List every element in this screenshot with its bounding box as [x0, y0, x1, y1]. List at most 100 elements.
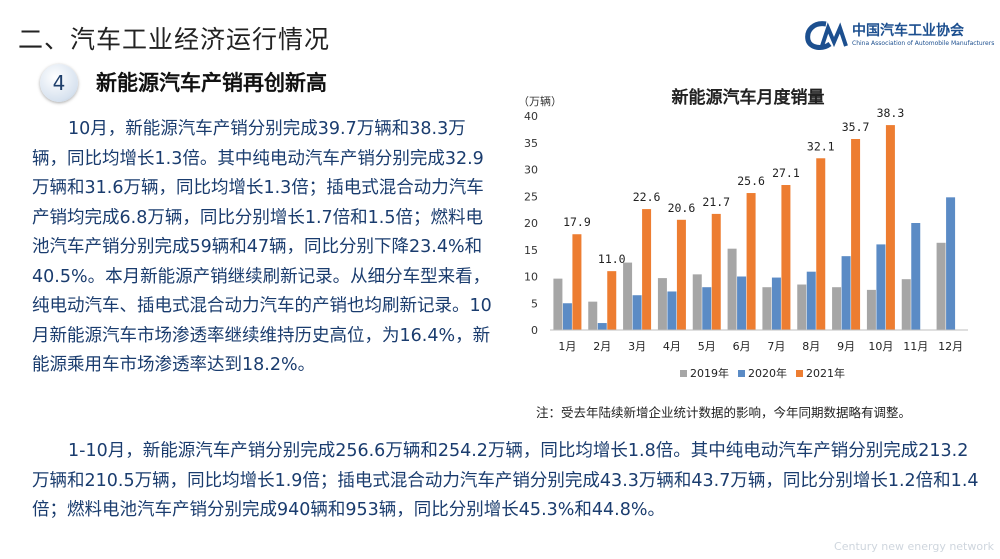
bar-2020年 — [771, 277, 781, 330]
x-axis-ticks: 1月 2月 3月 4月 5月 6月 7月 8月 9月 10月 11月 12月 — [558, 340, 963, 353]
y-tick-label: 10 — [524, 271, 538, 284]
legend-label: 2021年 — [806, 366, 845, 380]
bar-group — [623, 209, 652, 330]
x-tick-label: 12月 — [938, 340, 963, 353]
bar-group — [762, 185, 791, 330]
x-tick-label: 1月 — [558, 340, 576, 353]
paragraph-year-to-date: 1-10月，新能源汽车产销分别完成256.6万辆和254.2万辆，同比均增长1.… — [32, 441, 979, 520]
x-tick-label: 8月 — [802, 340, 820, 353]
chart-note: 注：受去年陆续新增企业统计数据的影响，今年同期数据略有调整。 — [536, 405, 912, 420]
bar-2019年 — [553, 278, 563, 330]
bar-2021年 — [642, 209, 652, 330]
caam-logo: 中国汽车工业协会 China Association of Automobile… — [804, 18, 994, 54]
watermark-text: Century new energy network — [834, 540, 994, 553]
x-tick-label: 7月 — [767, 340, 785, 353]
y-tick-label: 35 — [524, 137, 538, 150]
bar-2021年 — [676, 219, 686, 330]
bar-2021年 — [781, 185, 791, 330]
legend-label: 2020年 — [748, 366, 787, 380]
bar-value-label: 20.6 — [668, 201, 696, 215]
bar-2020年 — [632, 295, 642, 330]
bar-2019年 — [692, 274, 702, 330]
bar-value-label: 21.7 — [702, 195, 730, 209]
bar-group — [727, 193, 756, 330]
y-tick-label: 15 — [524, 244, 538, 257]
bar-group — [866, 125, 895, 330]
bar-groups — [553, 125, 956, 330]
bar-2021年 — [711, 213, 721, 330]
paragraph-october: 10月，新能源汽车产销分别完成39.7万辆和38.3万辆，同比均增长1.3倍。其… — [32, 119, 492, 375]
bar-value-label: 25.6 — [737, 174, 765, 188]
caam-logo-icon — [805, 21, 848, 50]
y-tick-label: 20 — [524, 217, 538, 230]
logo-en-text: China Association of Automobile Manufact… — [852, 40, 995, 47]
bar-value-label: 27.1 — [772, 166, 800, 180]
logo-cn-text: 中国汽车工业协会 — [852, 23, 964, 39]
section-number-badge: 4 — [40, 64, 78, 102]
bar-group — [832, 139, 861, 330]
bar-2020年 — [597, 323, 607, 330]
bar-group — [901, 223, 921, 330]
x-tick-label: 11月 — [903, 340, 928, 353]
bar-2021年 — [851, 139, 861, 330]
bar-value-label: 22.6 — [633, 190, 661, 204]
chart-title: 新能源汽车月度销量 — [672, 87, 825, 108]
y-tick-label: 5 — [531, 297, 538, 310]
bar-2020年 — [562, 303, 572, 330]
y-axis-ticks: 0 5 10 15 20 25 30 35 40 — [524, 110, 538, 337]
chart-legend: 2019年 2020年 2021年 — [680, 366, 845, 380]
bar-value-labels: 17.9 11.0 22.6 20.6 21.7 25.6 27.1 32.1 35.7 38.3 — [563, 106, 904, 266]
bar-group — [797, 158, 826, 330]
y-tick-label: 25 — [524, 190, 538, 203]
bar-group — [692, 213, 721, 330]
legend-swatch — [680, 370, 687, 377]
bar-2021年 — [746, 193, 756, 330]
bar-2020年 — [737, 276, 747, 330]
chart-y-axis-label: （万辆） — [518, 94, 562, 108]
bar-2021年 — [572, 234, 582, 330]
bar-2019年 — [797, 284, 807, 330]
x-tick-label: 2月 — [593, 340, 611, 353]
bar-2021年 — [885, 125, 895, 330]
bar-2019年 — [657, 278, 667, 330]
bar-2021年 — [607, 271, 617, 330]
bar-value-label: 38.3 — [877, 106, 905, 120]
bar-2020年 — [702, 287, 712, 330]
x-tick-label: 10月 — [868, 340, 893, 353]
bar-2019年 — [936, 242, 946, 330]
x-tick-label: 6月 — [733, 340, 751, 353]
x-tick-label: 5月 — [698, 340, 716, 353]
bar-2020年 — [911, 223, 921, 330]
sub-heading: 新能源汽车产销再创新高 — [96, 71, 327, 95]
bar-value-label: 32.1 — [807, 139, 835, 153]
bar-2021年 — [816, 158, 826, 330]
bar-2019年 — [866, 289, 876, 330]
bar-2020年 — [876, 244, 886, 330]
section-title: 二、汽车工业经济运行情况 — [18, 25, 331, 54]
bar-2019年 — [901, 279, 911, 330]
y-tick-label: 0 — [531, 324, 538, 337]
bar-group — [588, 271, 617, 330]
bar-2019年 — [762, 287, 772, 330]
y-tick-label: 40 — [524, 110, 538, 123]
bar-2019年 — [832, 287, 842, 330]
bar-group — [553, 234, 582, 330]
bar-2020年 — [667, 291, 677, 330]
monthly-sales-chart: 新能源汽车月度销量 （万辆） 0 5 10 15 20 25 30 35 40 17.9 11.0… — [518, 87, 968, 380]
bar-2020年 — [841, 256, 851, 330]
legend-swatch — [796, 370, 803, 377]
bar-value-label: 35.7 — [842, 120, 870, 134]
bar-group — [657, 219, 686, 330]
bar-2019年 — [588, 301, 598, 330]
bar-2020年 — [946, 197, 956, 330]
x-tick-label: 4月 — [663, 340, 681, 353]
bar-2020年 — [806, 271, 816, 330]
x-tick-label: 3月 — [628, 340, 646, 353]
bar-2019年 — [623, 262, 633, 330]
bar-value-label: 11.0 — [598, 252, 626, 266]
x-tick-label: 9月 — [837, 340, 855, 353]
bar-2019年 — [727, 248, 737, 330]
bar-group — [936, 197, 956, 330]
bar-value-label: 17.9 — [563, 215, 591, 229]
legend-swatch — [738, 370, 745, 377]
